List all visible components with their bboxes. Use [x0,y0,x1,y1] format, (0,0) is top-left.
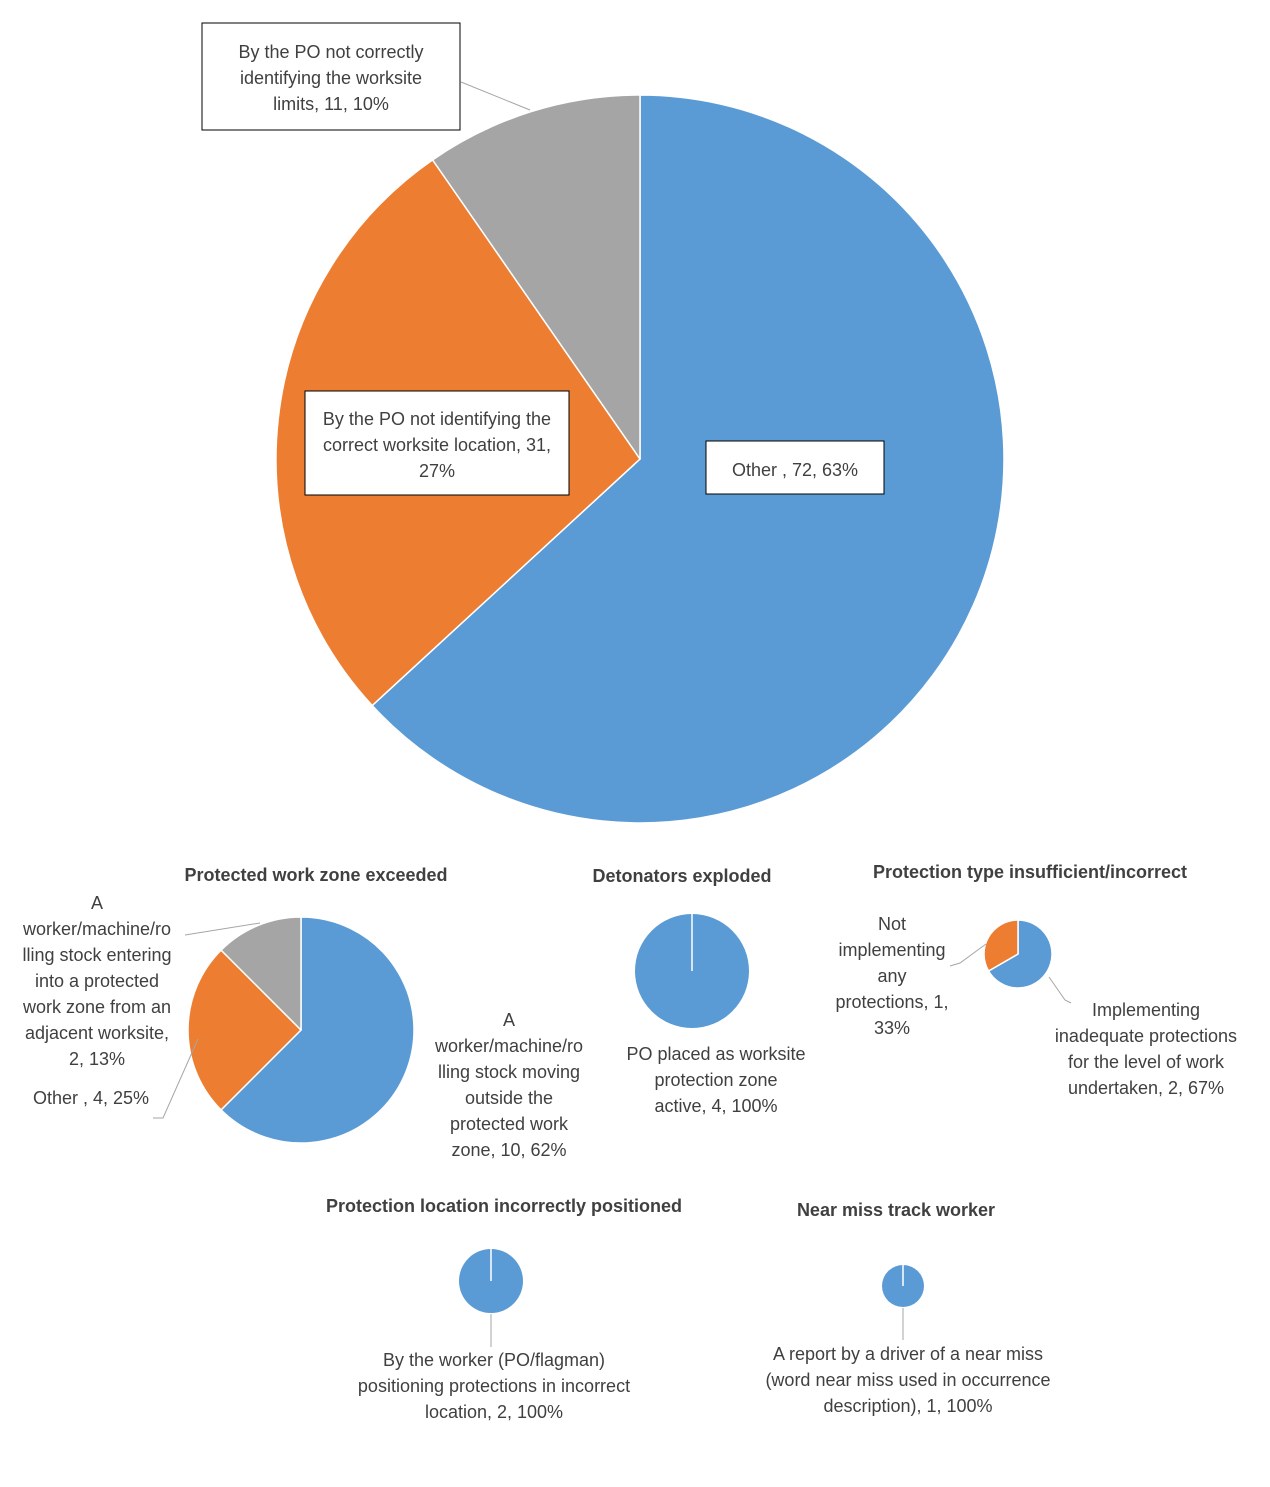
data-label: By the worker (PO/flagman) positioning pr… [358,1350,630,1422]
data-label-line: 33% [874,1018,910,1038]
data-label-line: worker/machine/ro [434,1036,583,1056]
data-label-line: for the level of work [1068,1052,1225,1072]
pie-slice-shape [371,94,1005,824]
data-label-line: By the worker (PO/flagman) [383,1350,605,1370]
data-label-line: protection zone [654,1070,777,1090]
chart-title: Protection type insufficient/incorrect [873,862,1187,882]
data-label-line: protected work [450,1114,569,1134]
pie-slice: Other , 72, 63% [371,94,1005,824]
data-label-line: PO placed as worksite [626,1044,805,1064]
pie-chart-6: Near miss track worker A report by a driv… [765,1200,1050,1416]
leader-line [153,1038,199,1119]
leader-line [460,81,531,111]
data-label: PO placed as worksite protection zone acti… [626,1044,805,1116]
data-label-line: worker/machine/ro [22,919,171,939]
pie-slice: Other , 4, 25% [33,949,302,1119]
pie-slice-shape [187,949,302,1111]
data-label: By the PO not correctly identifying the w… [238,42,423,114]
data-label-line: adjacent worksite, [25,1023,169,1043]
data-label-line: Other , 72, 63% [732,460,858,480]
pie-slice: By the PO not identifying the correct wor… [275,159,641,707]
pie-slice: By the worker (PO/flagman) positioning pr… [358,1249,630,1422]
data-label-box [201,22,461,131]
data-label-line: A [503,1010,515,1030]
pie-chart-4: Protection type insufficient/incorrect Im… [835,862,1237,1098]
data-label-line: protections, 1, [835,992,948,1012]
data-label-line: correct worksite location, 31, [323,435,551,455]
data-label-line: 27% [419,461,455,481]
leader-line [1048,976,1072,1004]
leader-line [949,943,987,967]
data-label-line: undertaken, 2, 67% [1068,1078,1224,1098]
data-label-line: lling stock entering [22,945,171,965]
chart-title: Detonators exploded [592,866,771,886]
data-label: A report by a driver of a near miss (word… [765,1344,1050,1416]
data-label-line: zone, 10, 62% [451,1140,566,1160]
data-label: By the PO not identifying the correct wor… [323,409,551,481]
data-label-line: A [91,893,103,913]
data-label-line: Implementing [1092,1000,1200,1020]
data-label-line: By the PO not correctly [238,42,423,62]
data-label-line: (word near miss used in occurrence [765,1370,1050,1390]
data-label-line: 2, 13% [69,1049,125,1069]
data-label-box [304,390,570,496]
data-label-line: outside the [465,1088,553,1108]
data-label-line: By the PO not identifying the [323,409,551,429]
data-label-line: lling stock moving [438,1062,580,1082]
data-label-line: implementing [838,940,945,960]
data-label-line: location, 2, 100% [425,1402,563,1422]
data-label-line: A report by a driver of a near miss [773,1344,1043,1364]
data-label: Other , 4, 25% [33,1088,149,1108]
chart-title: Protection location incorrectly position… [326,1196,682,1216]
pie-slice-shape [983,919,1019,972]
pie-slice-shape [220,916,302,1031]
pie-slice: PO placed as worksite protection zone acti… [626,914,806,1116]
data-label-line: any [877,966,906,986]
leader-line [184,922,261,936]
data-label: Other , 72, 63% [732,460,858,480]
data-label-line: positioning protections in incorrect [358,1376,630,1396]
pie-slice: A report by a driver of a near miss (word… [765,1265,1051,1416]
data-label-line: into a protected [35,971,159,991]
chart-title: Protected work zone exceeded [184,865,447,885]
pie-chart-1: Other , 72, 63% By the PO not identifying… [201,22,1005,824]
data-label-line: description), 1, 100% [823,1396,992,1416]
pie-slice: Not implementing any protections, 1, 33% [835,914,1019,1038]
data-label: Not implementing any protections, 1, 33% [835,914,948,1038]
data-label-line: Not [878,914,906,934]
pie-slice: Implementing inadequate protections for th… [987,919,1237,1098]
data-label-box [705,440,885,495]
pie-slice: By the PO not correctly identifying the w… [201,22,641,460]
pie-slice-shape [987,919,1053,989]
chart-title: Near miss track worker [797,1200,995,1220]
pie-chart-2: Protected work zone exceeded A worker/mach… [22,865,583,1160]
data-label-line: work zone from an [22,997,171,1017]
data-label-line: Other , 4, 25% [33,1088,149,1108]
pie-chart-5: Protection location incorrectly position… [326,1196,682,1422]
pie-slice-shape [431,94,641,460]
data-label-line: identifying the worksite [240,68,422,88]
data-label: Implementing inadequate protections for th… [1055,1000,1237,1098]
pie-chart-3: Detonators exploded PO placed as worksite… [592,866,805,1116]
data-label-line: inadequate protections [1055,1026,1237,1046]
data-label-line: active, 4, 100% [654,1096,777,1116]
data-label-line: limits, 11, 10% [273,94,389,114]
pie-slice-shape [220,916,415,1144]
